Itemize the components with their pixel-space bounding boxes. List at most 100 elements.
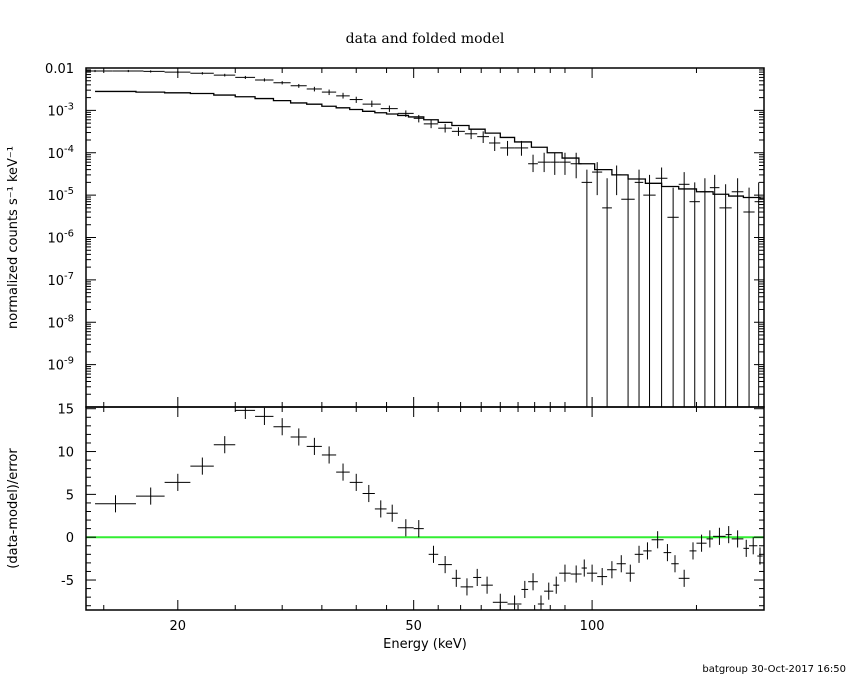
residual-point [581,559,587,577]
model-curve [95,90,764,200]
residual-point [537,595,545,610]
y-tick-label: 5 [66,488,74,503]
residual-point [696,534,707,552]
data-point [500,140,515,156]
residual-point [678,569,690,587]
residual-point [273,418,291,436]
x-axis-label: Energy (keV) [383,637,467,652]
residual-point [725,526,732,544]
x-tick-label: 20 [170,619,187,634]
residual-point [336,463,350,481]
data-point [667,187,679,407]
bottom-y-ticks: 15 10 5 0 -5 [57,403,764,607]
y-tick-label: 15 [57,403,74,418]
residual-point [135,487,165,505]
residual-point [235,407,256,419]
residual-point [663,544,672,562]
data-points [86,69,763,407]
residual-point [689,542,697,560]
data-point [213,73,236,77]
residual-point [743,539,750,557]
residual-point [321,446,337,464]
top-y-ticks: 0.01 10-3 10-4 10-5 10-6 10-7 10-8 10-9 [45,62,764,408]
data-point [235,75,256,80]
residual-point [290,428,307,446]
data-point [438,123,452,133]
data-point [643,174,656,407]
data-point [634,169,644,407]
y-tick-label: 10 [57,446,74,461]
top-panel: 0.01 10-3 10-4 10-5 10-6 10-7 10-8 10-9 normali… [6,62,765,408]
residual-point [757,547,763,565]
data-point [743,187,755,407]
data-point [306,86,322,92]
data-point [689,182,700,407]
residual-point [413,520,424,538]
data-point [655,167,668,407]
data-point [592,162,603,196]
data-point [143,70,165,73]
residual-point [731,530,744,548]
residual-point [749,537,758,555]
data-point [537,152,551,173]
data-point [336,92,350,99]
residual-point [460,578,474,596]
y-tick-label: 10-7 [47,271,74,289]
data-point [112,69,144,73]
data-point [349,96,363,103]
data-point [273,81,291,85]
data-point [550,152,560,175]
residual-point [713,527,726,545]
data-point [570,152,582,179]
residual-point [397,519,414,537]
data-point [397,110,414,117]
residual-point [586,564,598,582]
residual-point [651,531,664,549]
residual-point [451,569,461,587]
residual-points [95,407,763,610]
residual-point [213,436,236,454]
data-point [321,89,337,96]
residual-point [190,457,214,475]
footer-timestamp: batgroup 30-Oct-2017 16:50 [702,664,846,675]
residual-point [597,568,608,586]
data-point [559,152,571,175]
model-step-line [95,90,764,200]
y-tick-label: 10-9 [47,356,74,374]
residual-point [521,580,529,599]
residual-point [570,565,582,583]
y-tick-label: -5 [61,574,74,589]
bottom-y-axis-label: (data-model)/error [6,448,21,569]
data-point [477,131,490,143]
data-point [86,69,113,73]
residual-point [559,564,571,582]
residual-point [634,545,644,563]
residual-point [362,484,375,503]
residual-point [553,576,560,594]
residual-point [706,530,714,548]
data-point [255,78,274,82]
residual-point [473,568,482,587]
data-point [380,105,398,112]
y-tick-label: 10-8 [47,313,74,331]
data-point [581,169,593,407]
data-point [621,174,635,407]
data-point [423,119,439,129]
residual-point [164,473,191,491]
data-point [451,127,465,136]
data-point [413,114,424,123]
data-point [290,83,307,88]
data-point [678,172,690,407]
residual-point [438,556,452,574]
residual-point [528,573,538,591]
data-point [699,178,710,407]
residual-point [428,545,439,563]
residual-point [95,495,136,513]
residual-point [349,473,363,491]
data-point [514,140,529,156]
data-point [362,100,381,108]
bottom-x-ticks: 20 50 100 [103,407,697,634]
residual-point [386,504,398,522]
